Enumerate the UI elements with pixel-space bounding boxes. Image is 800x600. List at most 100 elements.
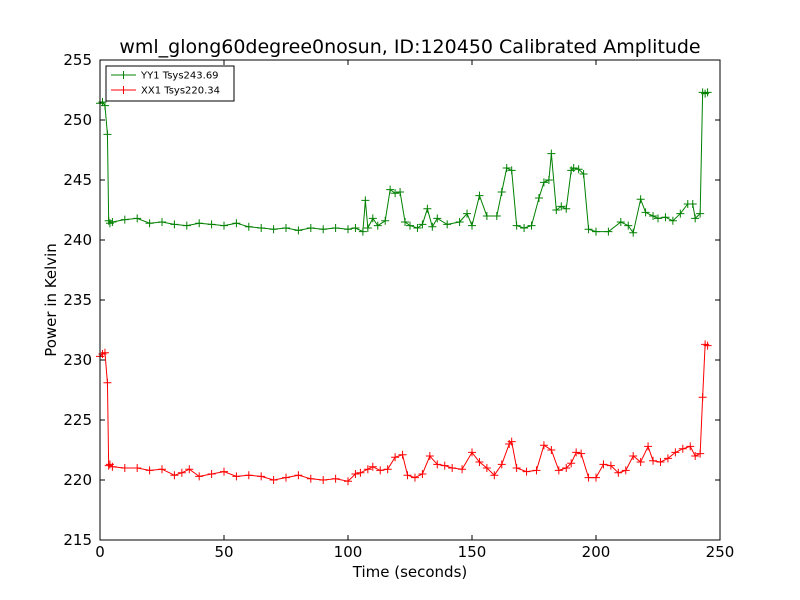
data-point (133, 214, 142, 223)
x-tick-label: 200 (582, 543, 611, 561)
data-point (668, 216, 677, 225)
data-point (406, 221, 414, 230)
data-point (103, 378, 112, 387)
data-point (512, 221, 521, 230)
data-point (195, 219, 204, 228)
data-point (554, 466, 563, 475)
legend: YY1 Tsys243.69 XX1 Tsys220.34 (105, 65, 235, 102)
data-point (356, 468, 365, 477)
data-point (512, 464, 521, 472)
data-point (497, 188, 506, 196)
data-point (443, 220, 452, 229)
data-point (195, 472, 204, 481)
data-point (433, 460, 442, 469)
data-point (547, 446, 556, 454)
data-point (344, 477, 352, 486)
data-point (440, 461, 449, 470)
y-tick-label: 250 (63, 111, 92, 129)
data-point (403, 471, 412, 480)
data-point (381, 216, 390, 225)
x-tick-label: 150 (458, 543, 487, 561)
data-point (418, 220, 427, 229)
x-tick-label: 100 (334, 543, 363, 561)
data-point (413, 224, 422, 232)
data-point (671, 448, 680, 457)
data-point (621, 466, 630, 475)
data-point (606, 461, 615, 470)
y-tick-label: 220 (63, 471, 92, 489)
data-point (257, 472, 266, 481)
data-point (557, 202, 566, 211)
x-tick-label: 250 (706, 543, 735, 561)
x-tick-label: 0 (95, 543, 105, 561)
data-point (145, 219, 154, 228)
data-point (108, 462, 117, 471)
data-point (423, 204, 432, 213)
data-point (641, 208, 650, 217)
data-point (629, 452, 638, 460)
legend-marker (119, 71, 128, 79)
data-point (396, 188, 405, 196)
y-tick-label: 230 (63, 351, 92, 369)
data-point (331, 474, 340, 483)
data-point (492, 212, 501, 220)
data-point (294, 226, 303, 235)
data-point (383, 465, 392, 474)
data-point (691, 214, 700, 223)
data-point (100, 348, 109, 357)
data-point (363, 224, 372, 232)
data-point (244, 222, 253, 231)
data-point (344, 225, 352, 234)
data-point (544, 176, 553, 184)
data-point (562, 464, 571, 472)
data-point (401, 218, 410, 226)
data-point (599, 460, 608, 469)
data-point (177, 468, 186, 477)
data-point (433, 214, 442, 223)
ticks-layer: 0 50 100 150 200 250 215 220 225 230 235 240 245 250 2… (63, 51, 734, 561)
data-point (158, 218, 166, 226)
data-point (170, 220, 179, 229)
data-point (448, 464, 457, 472)
data-point (391, 189, 400, 198)
data-point (522, 467, 531, 476)
data-point (572, 448, 581, 457)
y-axis-label: Power in Kelvin (42, 243, 60, 357)
data-point (691, 452, 700, 460)
data-point (569, 164, 578, 172)
data-point (562, 204, 571, 213)
data-point (458, 465, 467, 474)
chart-title: wml_glong60degree0nosun, ID:120450 Calib… (119, 36, 700, 58)
data-point (604, 227, 613, 236)
legend-box (105, 65, 235, 102)
data-point (428, 222, 437, 231)
series-1 (96, 88, 712, 237)
data-point (584, 225, 593, 234)
data-point (482, 212, 491, 220)
data-point (104, 461, 113, 470)
data-point (644, 442, 653, 451)
data-point (358, 227, 367, 236)
data-point (703, 88, 712, 97)
data-point (507, 166, 516, 175)
legend-marker (119, 86, 128, 94)
data-point (282, 473, 290, 482)
data-point (373, 221, 382, 230)
legend-item: XX1 Tsys220.34 (111, 86, 220, 97)
data-point (592, 473, 600, 482)
data-point (649, 456, 658, 465)
data-point (363, 465, 372, 474)
data-point (331, 224, 340, 232)
series-line (99, 343, 708, 482)
data-point (678, 444, 687, 453)
data-point (410, 473, 419, 482)
data-point (418, 470, 427, 478)
data-point (663, 454, 672, 463)
data-point (158, 465, 166, 474)
data-point (475, 191, 484, 200)
data-point (547, 149, 556, 158)
data-point (361, 196, 370, 205)
data-point (294, 471, 303, 480)
data-point (257, 224, 266, 232)
